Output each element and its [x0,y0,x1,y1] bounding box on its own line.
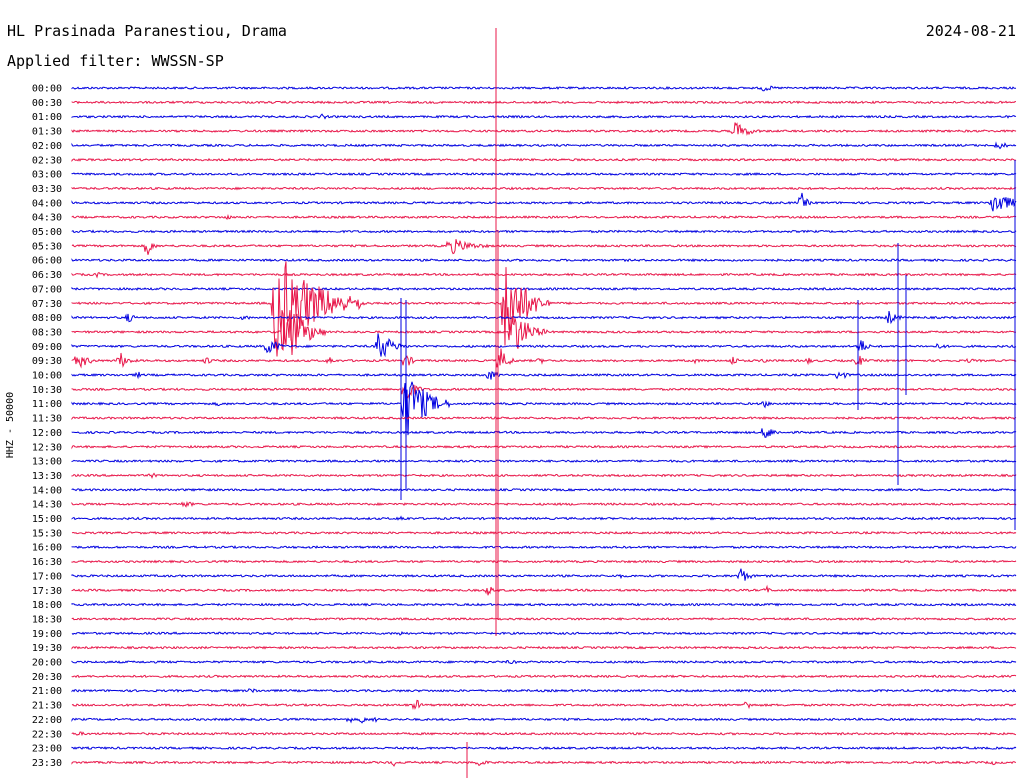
time-tick-label: 00:00 [32,84,62,95]
station-title: HL Prasinada Paranestiou, Drama [7,22,287,40]
time-tick-label: 19:30 [32,643,62,654]
time-tick-label: 20:00 [32,658,62,669]
trace-line [71,688,1017,694]
trace-line [71,192,1017,212]
time-tick-label: 09:30 [32,356,62,367]
time-tick-label: 13:00 [32,457,62,468]
time-tick-label: 02:30 [32,155,62,166]
trace-line [71,500,1017,508]
trace-line [71,371,1017,380]
time-tick-label: 03:00 [32,170,62,181]
time-tick-label: 15:30 [32,528,62,539]
time-tick-label: 07:30 [32,299,62,310]
time-tick-label: 20:30 [32,672,62,683]
trace-line [71,416,1017,421]
trace-line [71,122,1017,136]
trace-line [71,141,1017,150]
trace-line [71,716,1017,724]
time-tick-label: 10:00 [32,371,62,382]
trace-line [71,85,1017,92]
time-tick-label: 03:30 [32,184,62,195]
time-tick-label: 14:30 [32,500,62,511]
time-tick-label: 06:30 [32,270,62,281]
time-tick-label: 11:00 [32,399,62,410]
time-tick-label: 12:30 [32,442,62,453]
trace-line [71,731,1017,737]
trace-line [71,229,1017,234]
trace-line [71,113,1017,120]
trace-line [71,515,1017,521]
time-tick-label: 10:30 [32,385,62,396]
trace-line [71,559,1017,564]
trace-line [71,384,1017,399]
time-tick-label: 19:00 [32,629,62,640]
time-tick-label: 09:00 [32,342,62,353]
time-tick-label: 00:30 [32,98,62,109]
time-tick-label: 21:30 [32,701,62,712]
trace-line [71,631,1017,636]
trace-line [71,472,1017,479]
trace-line [71,157,1017,162]
time-tick-label: 22:00 [32,715,62,726]
time-tick-label: 23:30 [32,758,62,769]
time-tick-label: 02:00 [32,141,62,152]
trace-line [71,584,1017,596]
time-tick-label: 01:30 [32,127,62,138]
time-tick-label: 17:30 [32,586,62,597]
time-tick-label: 13:30 [32,471,62,482]
trace-line [71,602,1017,607]
filter-label: Applied filter: WWSSN-SP [7,52,224,70]
time-tick-label: 08:00 [32,313,62,324]
trace-line [71,530,1017,535]
time-tick-label: 11:30 [32,414,62,425]
time-tick-label: 05:30 [32,241,62,252]
trace-line [71,545,1017,550]
trace-line [71,487,1017,492]
trace-line [71,348,1017,369]
trace-line [71,271,1017,279]
trace-line [71,760,1017,767]
time-tick-label: 06:00 [32,256,62,267]
trace-line [71,214,1017,220]
time-tick-label: 16:30 [32,557,62,568]
time-tick-label: 18:00 [32,600,62,611]
trace-line [71,172,1017,177]
time-tick-label: 14:00 [32,485,62,496]
time-tick-label: 05:00 [32,227,62,238]
time-tick-label: 15:00 [32,514,62,525]
trace-line [71,100,1016,105]
trace-line [71,616,1017,621]
time-tick-label: 22:30 [32,729,62,740]
time-tick-label: 16:00 [32,543,62,554]
time-tick-label: 07:00 [32,284,62,295]
trace-line [71,186,1017,191]
trace-line [71,428,1017,438]
trace-line [71,674,1017,679]
trace-line [71,444,1017,450]
time-tick-label: 08:30 [32,327,62,338]
trace-line [71,659,1017,665]
time-tick-label: 21:00 [32,686,62,697]
trace-line [71,568,1017,581]
time-tick-label: 01:00 [32,112,62,123]
time-tick-label: 12:00 [32,428,62,439]
trace-line [71,746,1017,751]
trace-line [71,459,1017,464]
trace-line [71,286,1017,291]
time-tick-label: 23:00 [32,744,62,755]
trace-line [71,645,1017,650]
trace-line [71,239,1017,255]
trace-line [71,699,1016,711]
time-tick-label: 04:00 [32,198,62,209]
time-tick-label: 17:00 [32,571,62,582]
time-tick-label: 18:30 [32,614,62,625]
trace-line [71,311,1017,325]
trace-line [71,258,1017,263]
time-tick-label: 04:30 [32,213,62,224]
trace-line [71,333,1017,358]
date-label: 2024-08-21 [925,22,1016,40]
